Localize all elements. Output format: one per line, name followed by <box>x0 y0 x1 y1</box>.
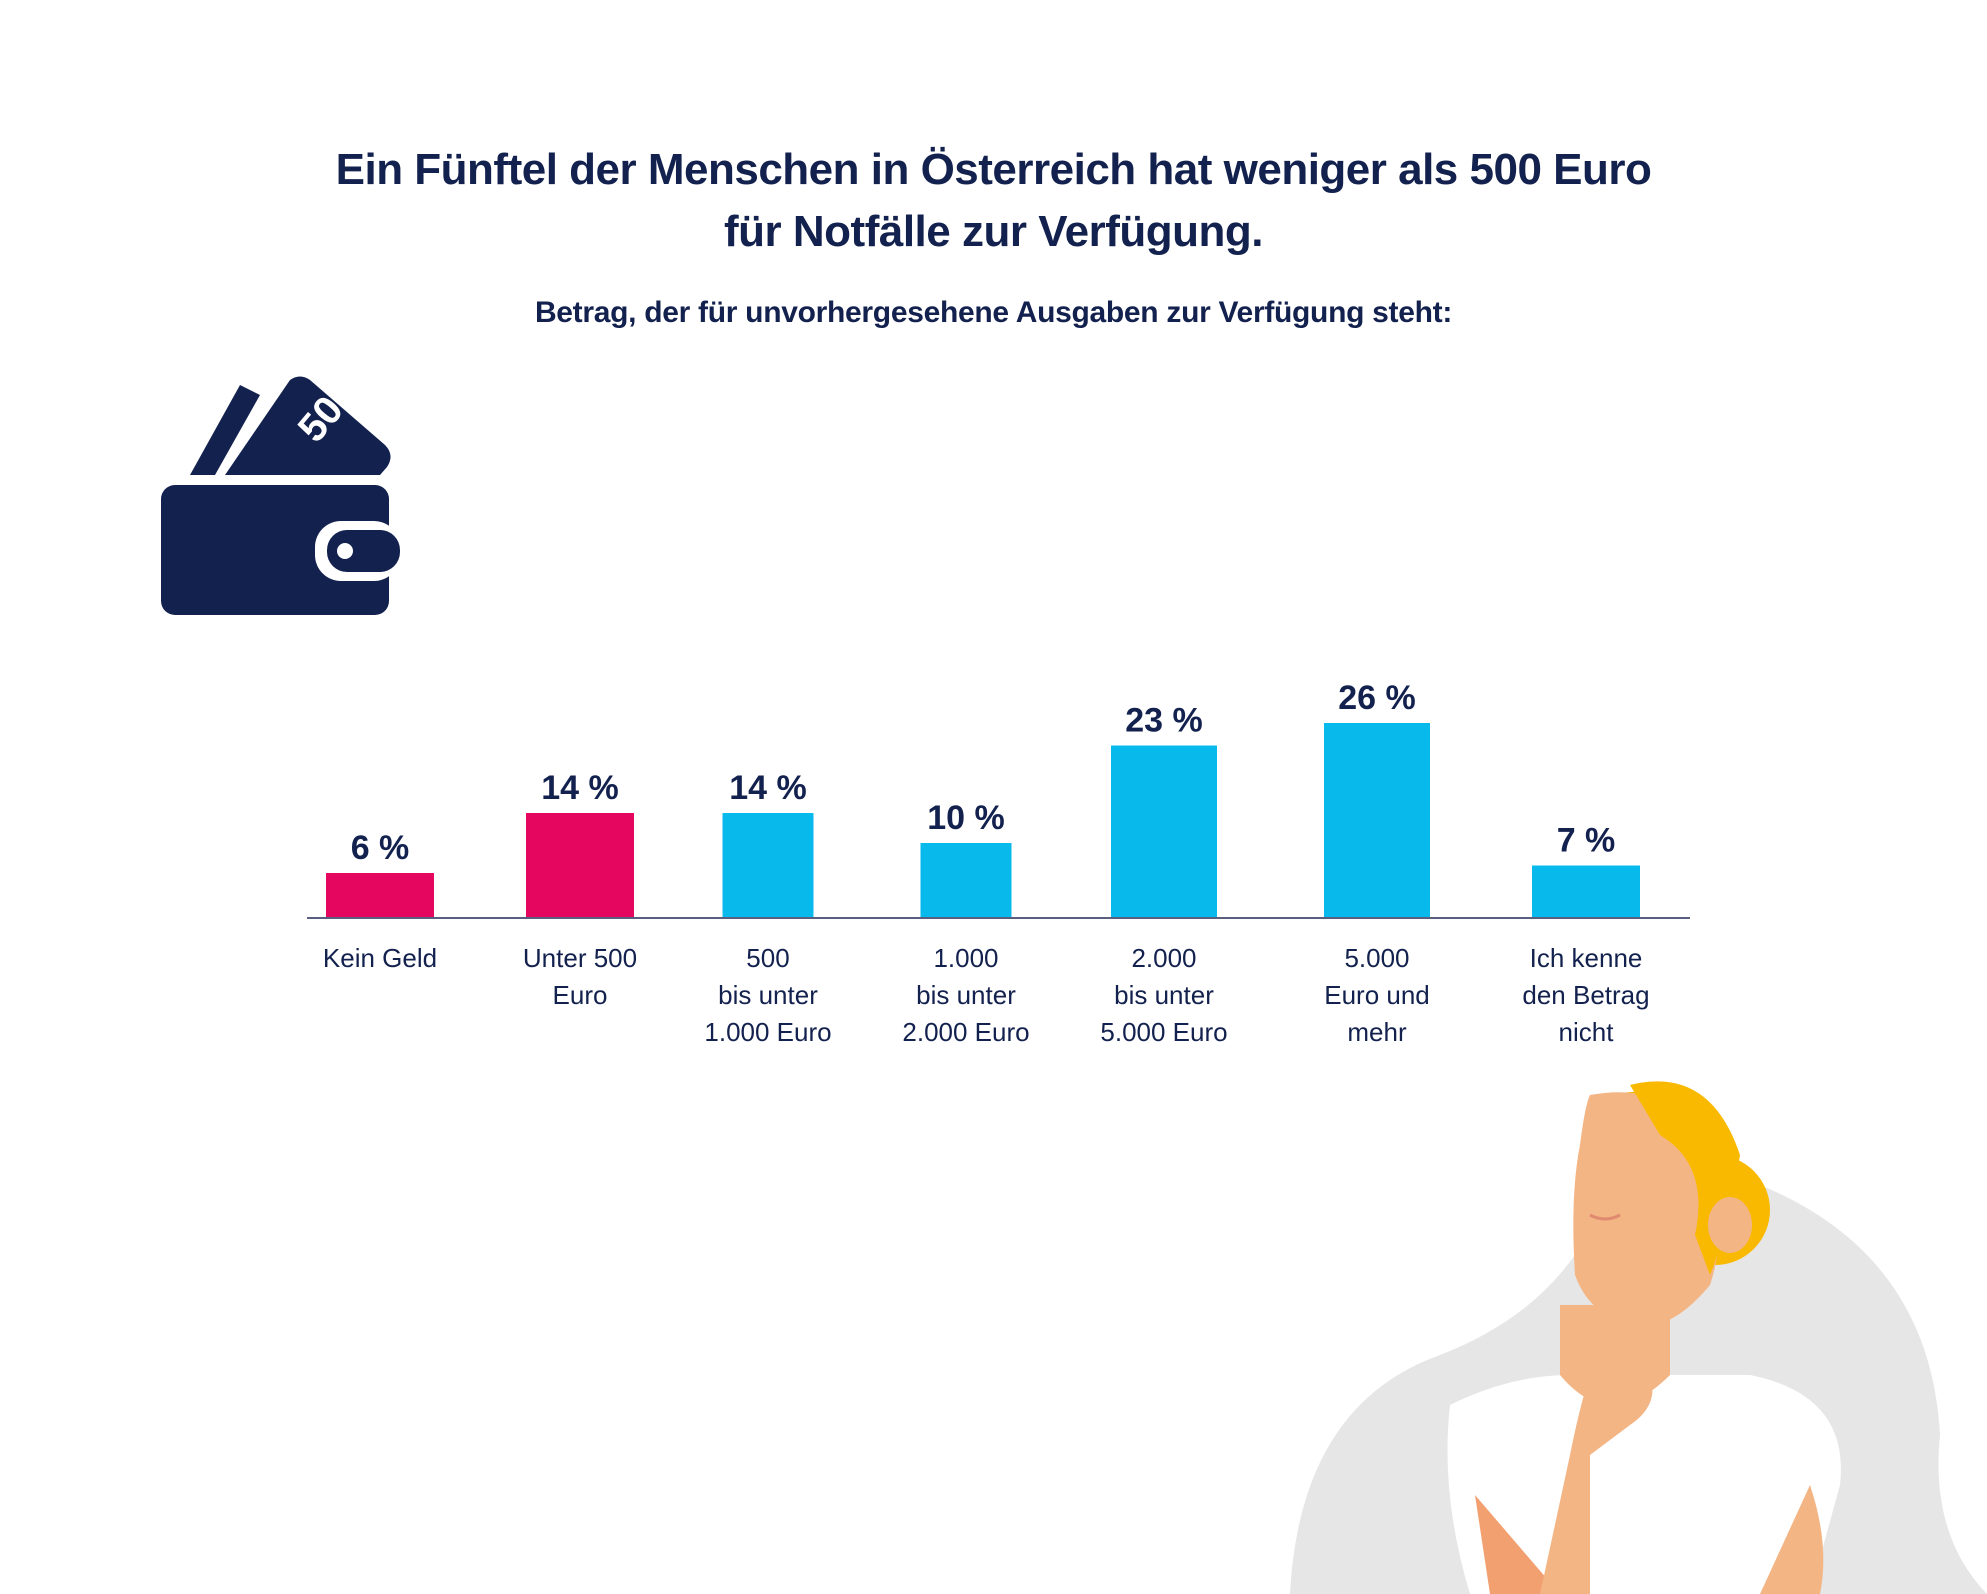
bar-value-label: 14 % <box>729 769 807 807</box>
category-label: 2.000 bis unter 5.000 Euro <box>1100 943 1228 1047</box>
bar-value-label: 14 % <box>541 769 619 807</box>
bar <box>526 813 634 918</box>
chart-title-line-1: Ein Fünftel der Menschen in Österreich h… <box>335 145 1652 194</box>
bar <box>722 813 814 918</box>
bar-value-label: 6 % <box>351 829 410 867</box>
bar-value-label: 26 % <box>1338 679 1416 717</box>
wallet-icon: 50 <box>161 376 400 615</box>
category-label: 5.000 Euro und mehr <box>1324 943 1430 1047</box>
category-label: Ich kenne den Betrag nicht <box>1522 943 1650 1047</box>
bar <box>326 873 434 918</box>
bar <box>1111 745 1217 918</box>
bar <box>920 843 1012 918</box>
bar-value-label: 10 % <box>927 799 1005 837</box>
bar <box>1532 865 1640 918</box>
bar-value-label: 7 % <box>1557 822 1616 860</box>
chart-subtitle: Betrag, der für unvorhergesehene Ausgabe… <box>534 296 1453 329</box>
category-label: 1.000 bis unter 2.000 Euro <box>902 943 1030 1047</box>
category-label: 500 bis unter 1.000 Euro <box>704 943 832 1047</box>
chart-title-line-2: für Notfälle zur Verfügung. <box>724 207 1263 256</box>
category-label: Kein Geld <box>322 943 438 973</box>
thinking-woman-illustration <box>1290 1081 1987 1594</box>
category-label: Unter 500 Euro <box>522 943 638 1010</box>
bar-value-label: 23 % <box>1125 702 1203 740</box>
bar <box>1324 723 1430 918</box>
